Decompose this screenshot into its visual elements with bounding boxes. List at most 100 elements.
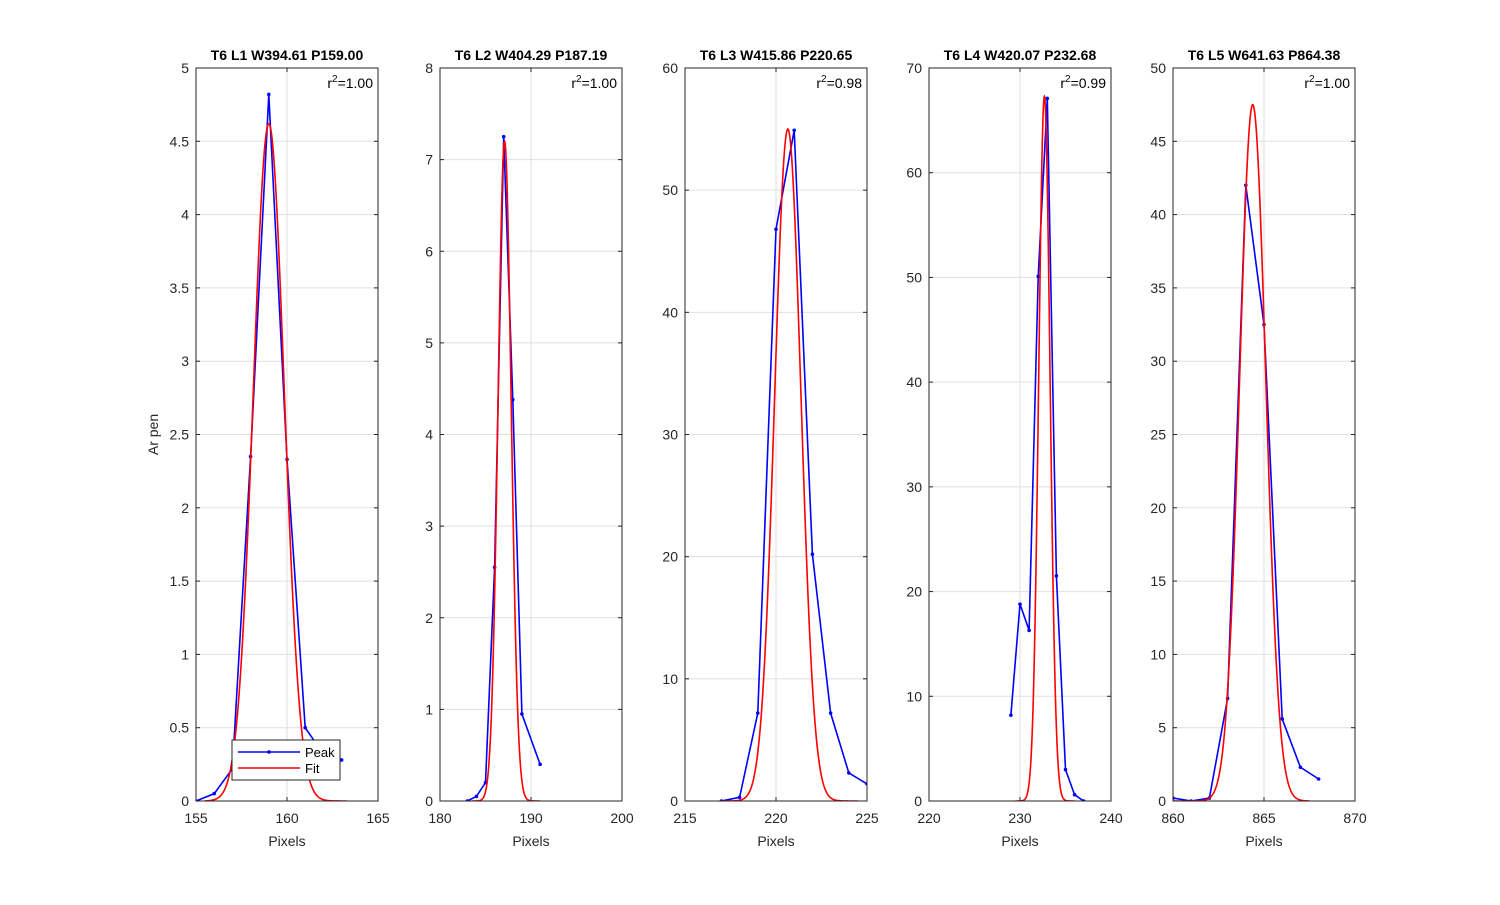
- r-squared-annotation: r2=0.99: [1060, 74, 1106, 91]
- subplot-title: T6 L4 W420.07 P232.68: [944, 47, 1097, 63]
- x-tick-label: 870: [1343, 810, 1367, 826]
- peak-point: [792, 128, 796, 133]
- y-tick-label: 40: [662, 304, 678, 320]
- peak-line: [466, 136, 541, 801]
- y-tick-label: 35: [1150, 280, 1166, 296]
- x-tick-label: 180: [428, 810, 452, 826]
- r-squared-prefix: r: [1060, 75, 1065, 91]
- r-squared-annotation: r2=0.98: [816, 74, 862, 91]
- peak-point: [1298, 765, 1303, 770]
- x-axis-label: Pixels: [268, 833, 305, 849]
- fit-curve: [1173, 103, 1310, 801]
- peak-point: [828, 711, 833, 715]
- x-tick-label: 220: [764, 810, 788, 826]
- y-tick-label: 10: [906, 688, 922, 704]
- peak-point: [1036, 274, 1040, 279]
- y-tick-label: 50: [906, 269, 922, 285]
- plot-area: [1009, 94, 1086, 801]
- subplot-3: 215 220 225 0 10 20 30 40 50 60 T6 L3 W415.86 P220…: [662, 47, 878, 849]
- peak-point: [1072, 792, 1077, 797]
- y-tick-label: 6: [425, 243, 433, 259]
- peak-point: [267, 92, 271, 97]
- legend-label-fit: Fit: [305, 761, 320, 776]
- y-tick-label: 30: [1150, 353, 1166, 369]
- y-tick-label: 1: [181, 646, 189, 662]
- legend-marker: [267, 750, 271, 754]
- subplot-1: 155 160 165 0 0.5 1 1.5 2 2.5 3 3.5 4 4.5 5 T6 L1 W394…: [145, 47, 390, 849]
- y-tick-label: 25: [1150, 427, 1166, 443]
- r-squared-value: =1.00: [582, 75, 618, 91]
- peak-point: [538, 762, 542, 767]
- y-tick-label: 60: [662, 60, 678, 76]
- fit-curve: [205, 122, 348, 801]
- plot-area: [196, 92, 348, 801]
- y-tick-label: 7: [425, 152, 433, 168]
- subplot-title: T6 L3 W415.86 P220.65: [700, 47, 853, 63]
- x-tick-label: 165: [366, 810, 390, 826]
- x-axis-label: Pixels: [512, 833, 549, 849]
- subplot-4: 220 230 240 0 10 20 30 40 50 60 70 T6 L4 W420.07 P2…: [906, 47, 1122, 849]
- peak-point: [1045, 96, 1050, 101]
- y-tick-label: 30: [662, 427, 678, 443]
- peak-point: [303, 725, 308, 730]
- y-tick-label: 20: [906, 584, 922, 600]
- y-tick-label: 8: [425, 60, 433, 76]
- y-tick-label: 60: [906, 165, 922, 181]
- plot-area: [1173, 103, 1321, 801]
- y-tick-label: 4: [181, 207, 189, 223]
- peak-point: [810, 552, 815, 557]
- y-tick-label: 45: [1150, 133, 1166, 149]
- subplot-2: 180 190 200 0 1 2 3 4 5 6 7 8 T6 L2 W404.29 P187.19 P…: [425, 47, 634, 849]
- peak-point: [1316, 777, 1321, 781]
- x-axis-label: Pixels: [1001, 833, 1038, 849]
- x-tick-label: 240: [1099, 810, 1123, 826]
- r-squared-superscript: 2: [1065, 74, 1071, 85]
- r-squared-annotation: r2=1.00: [1304, 74, 1350, 91]
- peak-point: [1280, 717, 1284, 721]
- y-tick-label: 5: [425, 335, 433, 351]
- r-squared-prefix: r: [1304, 75, 1309, 91]
- r-squared-annotation: r2=1.00: [327, 74, 373, 91]
- subplot-5: 860 865 870 0 5 10 15 20 25 30 35 40 45 50 T6 L5 W641.…: [1150, 47, 1366, 849]
- r-squared-value: =0.99: [1071, 75, 1107, 91]
- fit-curve: [721, 128, 858, 801]
- peak-point: [737, 795, 742, 800]
- y-tick-label: 0: [1158, 793, 1166, 809]
- x-axis-label: Pixels: [1245, 833, 1282, 849]
- peak-point: [756, 711, 760, 715]
- peak-point: [501, 134, 506, 139]
- r-squared-prefix: r: [571, 75, 576, 91]
- y-tick-label: 4.5: [170, 133, 190, 149]
- x-tick-label: 865: [1252, 810, 1276, 826]
- x-tick-label: 215: [673, 810, 697, 826]
- peak-line: [721, 130, 867, 801]
- peak-point: [1027, 628, 1031, 633]
- peak-point: [339, 758, 344, 762]
- y-tick-label: 5: [1158, 720, 1166, 736]
- y-tick-label: 40: [906, 374, 922, 390]
- peak-point: [1018, 602, 1022, 606]
- x-tick-label: 160: [275, 810, 299, 826]
- r-squared-prefix: r: [327, 75, 332, 91]
- peak-point: [774, 227, 778, 232]
- plot-area: [465, 134, 542, 801]
- x-tick-label: 230: [1008, 810, 1032, 826]
- peak-point: [1009, 713, 1013, 717]
- y-tick-label: 0: [914, 793, 922, 809]
- peak-point: [1054, 574, 1059, 578]
- r-squared-value: =1.00: [338, 75, 374, 91]
- x-tick-label: 200: [610, 810, 634, 826]
- y-tick-label: 40: [1150, 207, 1166, 223]
- y-tick-label: 5: [181, 60, 189, 76]
- y-tick-label: 70: [906, 60, 922, 76]
- y-tick-label: 3: [425, 518, 433, 534]
- x-tick-label: 860: [1161, 810, 1185, 826]
- subplot-title: T6 L2 W404.29 P187.19: [455, 47, 608, 63]
- x-tick-label: 190: [519, 810, 543, 826]
- y-tick-label: 15: [1150, 573, 1166, 589]
- fit-curve: [471, 139, 541, 801]
- y-tick-label: 3: [181, 353, 189, 369]
- y-axis-label: Ar pen: [145, 414, 161, 455]
